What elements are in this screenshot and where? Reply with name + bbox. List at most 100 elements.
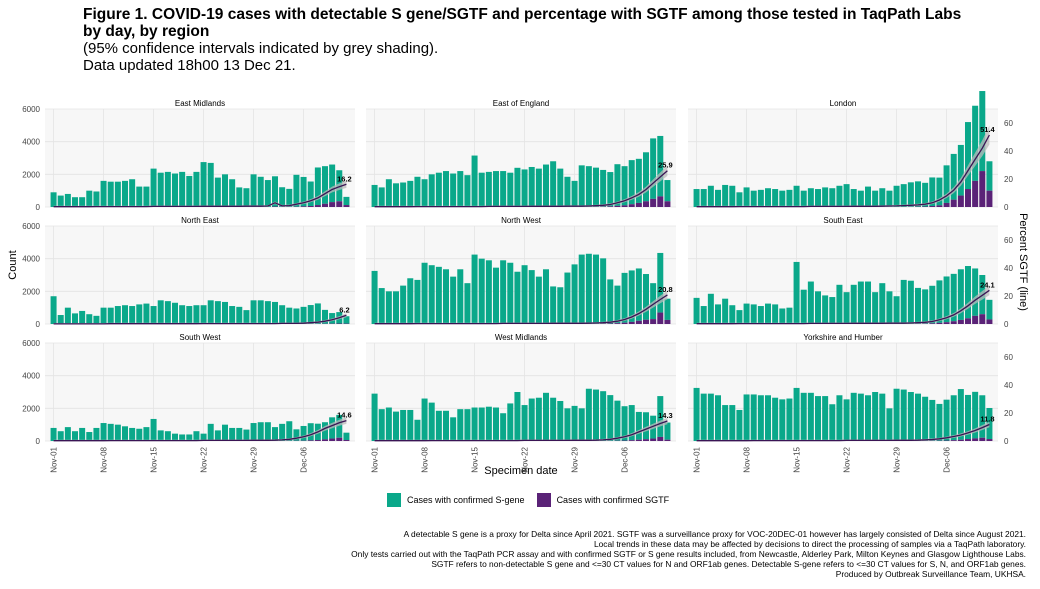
bar-s-gene — [693, 297, 700, 324]
figure-caption: A detectable S gene is a proxy for Delta… — [126, 529, 1026, 579]
y-tick-label-left: 4000 — [22, 372, 40, 381]
bar-s-gene — [865, 395, 871, 441]
bar-s-gene — [478, 172, 485, 207]
bar-s-gene — [786, 189, 793, 207]
bar-s-gene — [114, 424, 121, 441]
bar-sgtf — [650, 198, 657, 207]
bar-s-gene — [150, 306, 157, 324]
bar-s-gene — [621, 272, 628, 323]
bar-sgtf — [957, 319, 964, 324]
y-tick-label-left: 2000 — [22, 170, 40, 179]
bar-s-gene — [943, 165, 950, 203]
bar-s-gene — [729, 185, 736, 207]
bar-s-gene — [957, 269, 964, 320]
bar-s-gene — [979, 91, 986, 172]
bar-s-gene — [936, 280, 943, 323]
bar-s-gene — [471, 155, 478, 207]
y-axis-title-right: Percent SGTF (line) — [1017, 213, 1029, 311]
sgtf-percent-line — [374, 294, 668, 325]
bar-s-gene — [614, 400, 621, 441]
panel-strip-title: North West — [501, 216, 542, 225]
bar-s-gene — [214, 430, 221, 441]
x-tick-label: Nov-15 — [471, 446, 480, 472]
bar-sgtf — [664, 319, 671, 324]
bar-s-gene — [50, 192, 57, 207]
bar-s-gene — [143, 427, 150, 441]
panel-strip-title: South West — [179, 333, 221, 342]
bar-s-gene — [836, 185, 843, 207]
bar-s-gene — [471, 254, 478, 324]
bar-sgtf — [628, 440, 635, 441]
bar-s-gene — [414, 279, 421, 324]
bar-s-gene — [972, 391, 979, 439]
bar-s-gene — [264, 180, 271, 207]
bar-s-gene — [957, 389, 964, 440]
bar-sgtf — [621, 205, 628, 207]
figure-subtitle: (95% confidence intervals indicated by g… — [83, 40, 439, 57]
last-percent-label: 51.4 — [980, 125, 995, 134]
bar-s-gene — [843, 184, 850, 207]
last-percent-label: 14.6 — [337, 411, 352, 420]
x-tick-label: Dec-06 — [621, 446, 630, 472]
bar-s-gene — [322, 309, 328, 324]
bar-s-gene — [929, 177, 936, 207]
bar-s-gene — [765, 395, 771, 441]
bar-s-gene — [378, 409, 385, 441]
figure-title-block: Figure 1. COVID-19 cases with detectable… — [83, 6, 1013, 74]
bar-s-gene — [72, 431, 78, 441]
bar-s-gene — [79, 427, 86, 441]
bar-s-gene — [915, 181, 921, 207]
bar-sgtf — [965, 439, 971, 441]
bar-s-gene — [707, 293, 714, 324]
bar-s-gene — [107, 423, 114, 441]
bar-s-gene — [336, 414, 343, 438]
bar-s-gene — [965, 394, 971, 440]
bar-s-gene — [179, 434, 186, 441]
bar-s-gene — [443, 410, 449, 441]
bar-sgtf — [621, 322, 628, 324]
sgtf-percent-line — [696, 134, 990, 208]
bar-s-gene — [535, 397, 542, 441]
bar-s-gene — [543, 164, 549, 207]
bar-s-gene — [93, 427, 100, 441]
sgtf-percent-line — [53, 314, 347, 325]
bar-s-gene — [900, 279, 907, 324]
bar-s-gene — [528, 270, 535, 324]
bar-s-gene — [93, 315, 100, 324]
bar-s-gene — [129, 306, 136, 324]
bar-sgtf — [950, 440, 957, 441]
y-tick-label-right: 20 — [1004, 175, 1013, 184]
bar-s-gene — [157, 172, 164, 207]
figure-title: Figure 1. COVID-19 cases with detectable… — [83, 6, 962, 23]
chart-legend: Cases with confirmed S-gene Cases with c… — [387, 493, 681, 507]
bar-s-gene — [779, 399, 786, 441]
x-tick-label: Nov-08 — [100, 446, 109, 472]
last-percent-label: 6.2 — [339, 305, 349, 314]
bar-s-gene — [929, 399, 936, 441]
bar-s-gene — [493, 407, 499, 441]
bar-sgtf — [986, 319, 993, 324]
bar-s-gene — [800, 190, 807, 207]
bar-s-gene — [865, 186, 871, 207]
bar-sgtf — [657, 312, 664, 324]
bar-s-gene — [743, 187, 750, 207]
bar-sgtf — [607, 206, 614, 207]
bar-sgtf — [950, 199, 957, 207]
bar-s-gene — [179, 171, 186, 207]
y-axis-title-left: Count — [7, 250, 19, 279]
bar-s-gene — [986, 161, 993, 191]
bar-s-gene — [585, 166, 592, 207]
bar-s-gene — [143, 303, 150, 324]
bar-s-gene — [393, 291, 399, 324]
bar-s-gene — [279, 423, 286, 441]
bar-s-gene — [815, 396, 821, 441]
bar-s-gene — [664, 422, 671, 440]
bar-s-gene — [700, 306, 707, 324]
bar-s-gene — [86, 432, 93, 441]
bar-s-gene — [922, 289, 929, 324]
bar-s-gene — [300, 425, 307, 441]
bar-s-gene — [50, 296, 57, 324]
bar-s-gene — [122, 180, 128, 207]
bar-s-gene — [243, 188, 250, 207]
bar-s-gene — [136, 428, 143, 441]
